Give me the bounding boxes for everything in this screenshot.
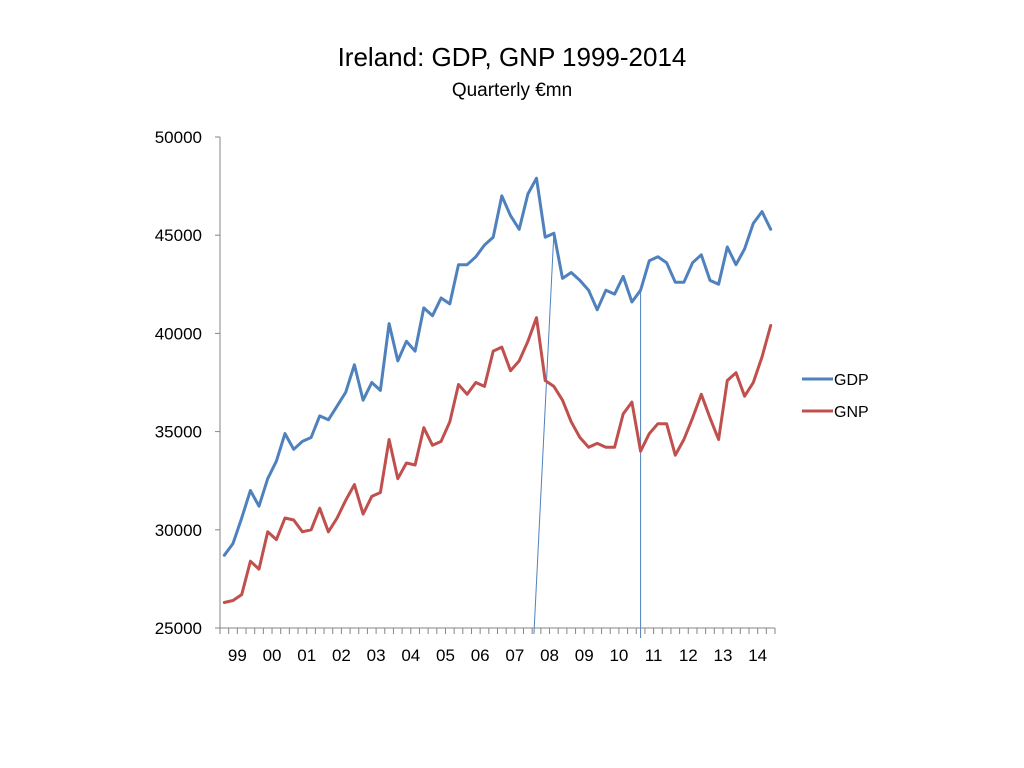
legend-label-gdp: GDP: [834, 372, 869, 389]
series-lines: [222, 176, 773, 604]
y-tick-label: 50000: [155, 128, 202, 147]
y-tick-label: 40000: [155, 324, 202, 343]
x-tick-label: 02: [332, 646, 351, 665]
reference-line: [533, 233, 555, 635]
x-tick-label: 13: [714, 646, 733, 665]
series-line-gdp: [222, 176, 773, 557]
x-tick-label: 04: [401, 646, 420, 665]
x-tick-label: 03: [367, 646, 386, 665]
y-tick-label: 25000: [155, 619, 202, 638]
y-tick-label: 45000: [155, 226, 202, 245]
x-tick-label: 14: [748, 646, 767, 665]
y-axis-ticks: 25000 30000 35000 40000 45000 50000: [155, 128, 220, 638]
x-tick-label: 05: [436, 646, 455, 665]
chart-subtitle: Quarterly €mn: [451, 80, 573, 101]
x-tick-label: 07: [505, 646, 524, 665]
legend: GDP GNP: [802, 372, 869, 421]
x-tick-label: 10: [609, 646, 628, 665]
chart-title: Ireland: GDP, GNP 1999-2014: [337, 42, 687, 72]
x-tick-label: 08: [540, 646, 559, 665]
x-tick-label: 01: [297, 646, 316, 665]
x-axis-ticks: 99 00 01 02 03 04 05 06 07 08 09 10 11 12 13 14: [219, 628, 776, 665]
series-line-gnp: [222, 316, 773, 604]
x-tick-label: 99: [228, 646, 247, 665]
legend-label-gnp: GNP: [834, 404, 869, 421]
y-tick-label: 30000: [155, 521, 202, 540]
y-tick-label: 35000: [155, 423, 202, 442]
x-tick-label: 11: [645, 646, 663, 665]
x-tick-label: 06: [471, 646, 490, 665]
x-tick-label: 12: [679, 646, 698, 665]
x-tick-label: 09: [575, 646, 594, 665]
x-tick-label: 00: [263, 646, 282, 665]
reference-lines: [533, 233, 642, 638]
